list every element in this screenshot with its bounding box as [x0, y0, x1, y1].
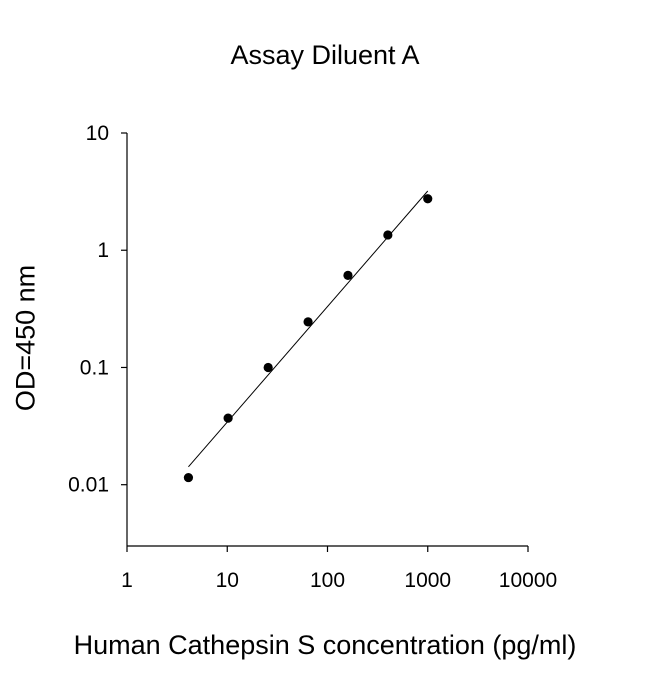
data-point — [343, 270, 353, 281]
y-tick-label: 1 — [97, 239, 109, 262]
fit-line — [188, 190, 429, 468]
x-axis-ticks: 1 10 100 1000 10000 — [121, 546, 557, 592]
x-tick-label: 1 — [121, 569, 133, 592]
y-tick-label: 0.1 — [80, 356, 109, 379]
data-point — [183, 472, 194, 483]
y-axis-label: OD=450 nm — [10, 264, 41, 412]
x-axis-label: Human Cathepsin S concentration (pg/ml) — [73, 630, 577, 660]
data-point — [263, 362, 273, 373]
x-tick-label: 10 — [216, 569, 239, 592]
fit-line-group — [188, 190, 429, 468]
data-point — [383, 230, 393, 240]
x-tick-label: 100 — [310, 569, 345, 592]
y-axis-ticks: 0.01 0.1 1 10 — [68, 122, 127, 497]
chart-title: Assay Diluent A — [230, 40, 420, 70]
data-points — [183, 194, 433, 483]
x-tick-label: 1000 — [404, 569, 451, 592]
data-point — [423, 194, 433, 204]
data-point — [223, 413, 233, 423]
y-tick-label: 10 — [86, 122, 109, 145]
data-point — [303, 317, 313, 327]
x-tick-label: 10000 — [499, 569, 557, 592]
y-tick-label: 0.01 — [68, 474, 109, 497]
